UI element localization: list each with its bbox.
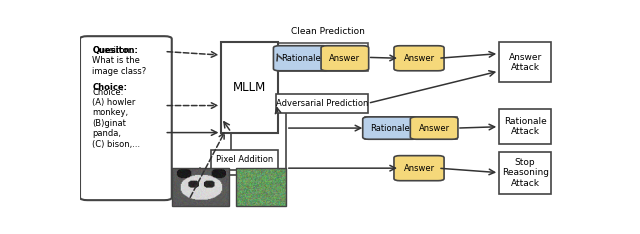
FancyBboxPatch shape <box>363 117 419 139</box>
Text: Adversarial Prediction: Adversarial Prediction <box>276 99 368 108</box>
Text: Quesiton:
What is the
image class?

Choice:
(A) howler
monkey,
(B)ginat
panda,
(: Quesiton: What is the image class? Choic… <box>92 46 147 149</box>
Bar <box>499 151 551 194</box>
Bar <box>236 168 286 205</box>
Text: Choice:: Choice: <box>92 83 127 92</box>
Text: Rationale: Rationale <box>371 124 410 133</box>
Text: Answer: Answer <box>330 54 360 63</box>
FancyBboxPatch shape <box>394 156 444 181</box>
FancyBboxPatch shape <box>394 46 444 71</box>
Text: Answer: Answer <box>403 54 435 63</box>
Bar <box>276 94 368 113</box>
Bar <box>276 43 368 71</box>
Text: Stop
Reasoning
Attack: Stop Reasoning Attack <box>502 158 548 188</box>
FancyBboxPatch shape <box>321 46 369 71</box>
Text: Quesiton:: Quesiton: <box>92 46 138 55</box>
Text: Answer: Answer <box>419 124 450 133</box>
FancyBboxPatch shape <box>80 36 172 200</box>
Bar <box>365 117 457 139</box>
FancyBboxPatch shape <box>410 117 458 139</box>
Bar <box>499 43 551 82</box>
Text: Clean Prediction: Clean Prediction <box>291 27 365 36</box>
Text: Answer: Answer <box>403 164 435 173</box>
Text: Answer
Attack: Answer Attack <box>509 53 542 72</box>
Text: Rationale
Attack: Rationale Attack <box>504 117 547 136</box>
FancyBboxPatch shape <box>273 46 329 71</box>
Bar <box>499 109 551 144</box>
Bar <box>211 150 278 169</box>
Bar <box>221 43 278 133</box>
Bar <box>172 168 229 205</box>
Text: Rationale: Rationale <box>282 54 321 63</box>
Text: Pixel Addition: Pixel Addition <box>216 155 273 164</box>
Text: MLLM: MLLM <box>233 81 266 94</box>
